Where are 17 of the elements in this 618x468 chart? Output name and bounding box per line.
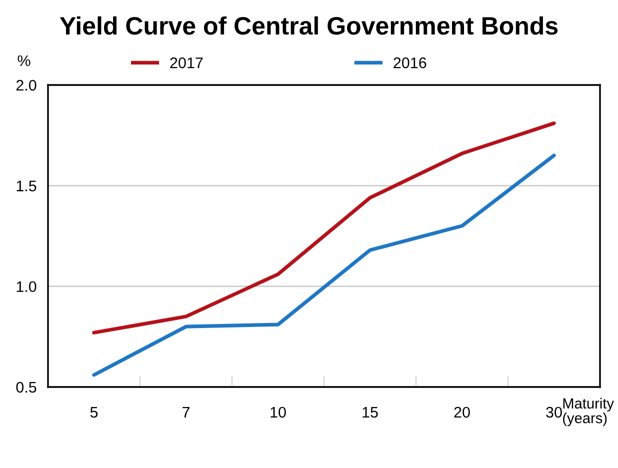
chart-title: Yield Curve of Central Government Bonds <box>60 16 558 35</box>
line-series <box>92 154 556 377</box>
x-axis-title: Maturity (years) <box>563 398 614 426</box>
x-tick-label: 30 <box>546 406 562 418</box>
x-tick-label: 15 <box>362 407 378 418</box>
x-tick-label: 20 <box>454 406 470 418</box>
y-axis-title: % <box>18 55 30 66</box>
x-tick-label: 7 <box>182 407 190 418</box>
y-tick-label: 0.5 <box>16 382 36 393</box>
x-tick-label: 5 <box>90 407 98 418</box>
y-tick-label: 1.0 <box>16 281 36 292</box>
x-tick-label: 10 <box>270 406 286 418</box>
y-tick-label: 1.5 <box>16 180 36 192</box>
legend-label: 2017 <box>170 57 203 68</box>
line-series <box>92 121 556 334</box>
y-tick-label: 2.0 <box>16 80 36 91</box>
legend-label: 2016 <box>394 57 426 68</box>
